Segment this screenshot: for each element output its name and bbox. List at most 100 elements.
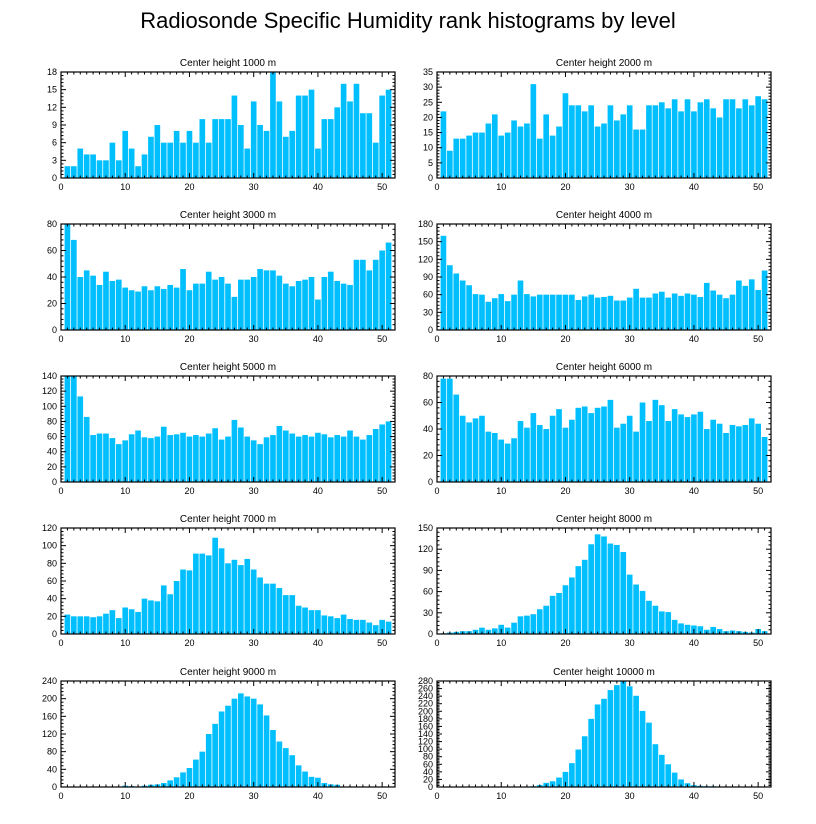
bar [366,435,373,482]
bar [575,299,582,330]
panel-5: Center height 5000 m 0 10 20 30 40 50 0 20 40 60 80… [42,362,396,496]
y-tick-label: 80 [47,747,57,757]
y-tick-label: 0 [52,173,57,183]
bar [678,414,684,482]
bar [697,626,704,634]
bar [257,704,263,787]
panel-7: Center height 7000 m 0 10 20 30 40 50 0 20 40 60 80… [42,514,396,648]
bar [633,288,639,330]
bar [729,294,736,330]
bar [524,123,530,178]
bar [607,295,614,330]
bar [491,432,498,482]
x-tick-label: 50 [753,638,763,648]
bar [231,296,238,331]
bar [167,142,174,178]
bar [173,130,180,178]
y-tick-label: 20 [47,462,57,472]
panel-title: Center height 3000 m [180,210,276,221]
y-tick-label: 60 [47,246,57,256]
bar [148,136,154,178]
bar [205,734,212,787]
bar [498,439,505,482]
bar [372,429,379,482]
bar [109,438,116,482]
y-tick-label: 0 [52,325,57,335]
bar [77,148,84,178]
x-tick-label: 40 [313,486,323,496]
bar [257,269,263,330]
y-tick-label: 120 [418,737,433,747]
x-tick-label: 20 [560,486,570,496]
x-tick-label: 0 [58,791,63,801]
bar [385,621,392,634]
bar [517,280,524,330]
bar [225,283,231,331]
bar [385,421,392,482]
x-tick-label: 0 [58,182,63,192]
x-tick-label: 0 [434,182,439,192]
x-tick-label: 10 [496,638,506,648]
y-tick-label: 140 [418,729,433,739]
x-tick-label: 40 [313,334,323,344]
bar [697,411,704,482]
bar [453,394,460,482]
bar [524,615,530,634]
bar [620,423,627,482]
x-tick-label: 10 [120,638,130,648]
bar [588,544,594,634]
bar [755,423,761,482]
bar [479,294,485,330]
bar [703,99,710,178]
bar [614,300,620,330]
x-tick-label: 10 [496,791,506,801]
bar [302,607,308,634]
bar [671,99,678,178]
bar [64,376,71,482]
bar [282,283,289,331]
bar [466,422,472,483]
y-tick-label: 90 [423,272,433,282]
bar [620,681,627,787]
bar [270,730,276,787]
bar [491,628,498,634]
panel-title: Center height 2000 m [556,58,652,69]
bar [472,418,479,482]
bar [652,293,659,330]
bar [199,751,206,787]
bar [276,275,283,330]
bar [186,768,193,787]
bar [479,627,485,634]
bar [90,154,96,178]
bar [710,626,717,634]
bar [447,378,453,482]
bar [511,120,517,178]
bar [193,283,199,331]
bar [491,298,498,330]
y-tick-label: 40 [47,272,57,282]
x-tick-label: 0 [58,486,63,496]
panel-10: Center height 10000 m0 10 20 30 40 5002040608… [418,667,772,801]
bar [186,290,193,330]
bar [238,279,244,330]
bar [697,102,704,178]
bar [626,574,633,634]
bar [103,271,109,330]
bar [231,95,238,178]
bar [372,625,379,634]
bar [594,704,601,787]
y-tick-label: 12 [47,102,57,112]
bar [594,534,601,634]
bar [684,99,691,178]
bar [244,148,251,178]
bar [569,577,575,634]
y-tick-label: 220 [418,699,433,709]
panel-6: Center height 6000 m 0 10 20 30 40 50 0 20 40 60 80 [423,362,772,496]
x-tick-label: 30 [625,334,635,344]
bar [218,711,225,787]
bar [340,436,347,482]
x-tick-label: 10 [120,791,130,801]
bar [103,160,109,178]
bar [581,736,588,787]
bar [588,718,594,787]
